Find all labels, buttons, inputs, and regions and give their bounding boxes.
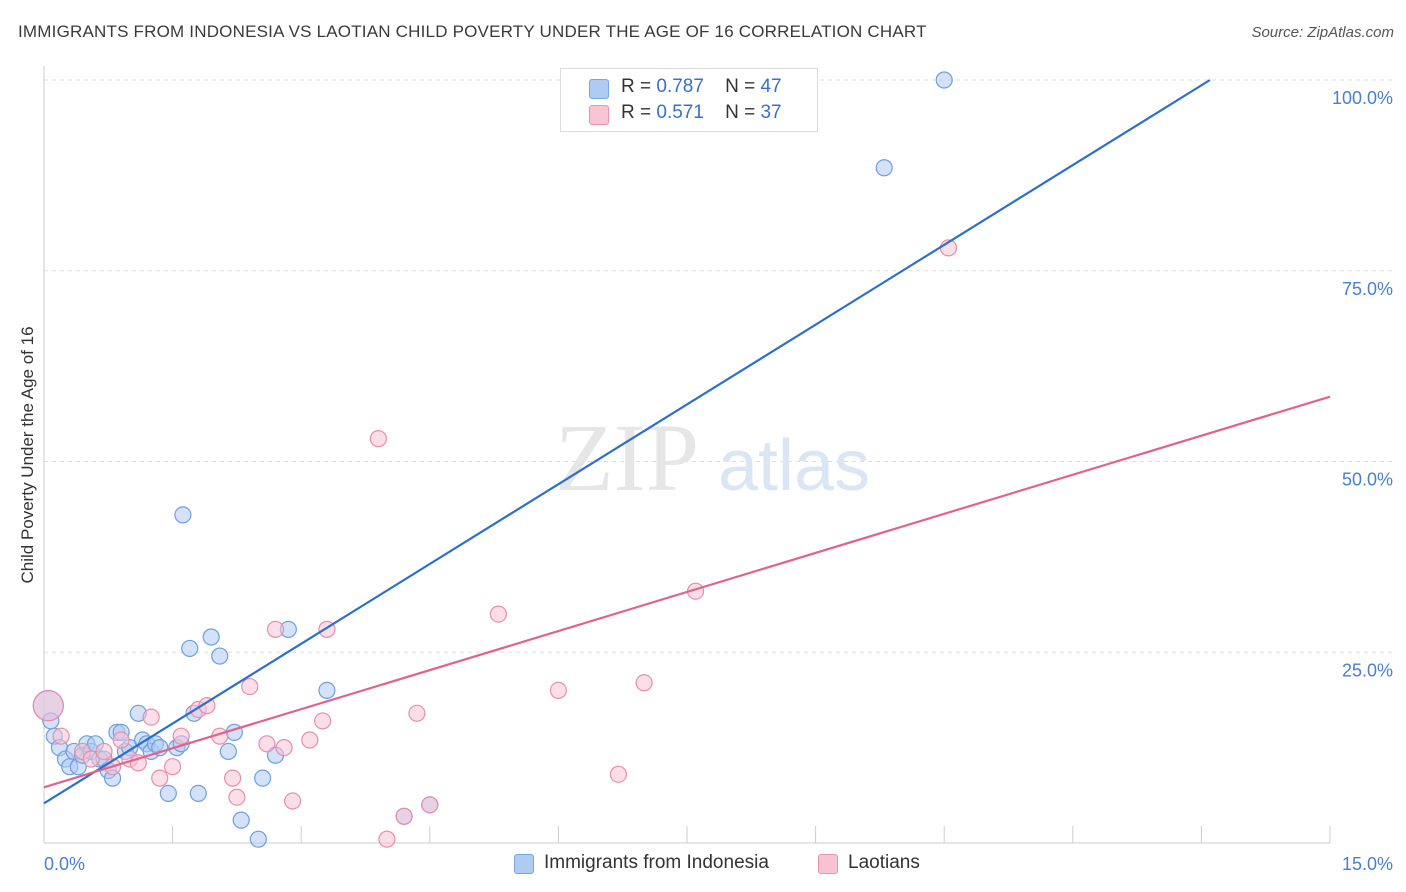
- y-tick-label: 25.0%: [1342, 660, 1393, 680]
- legend-text-indonesia: R = 0.787 N = 47: [621, 76, 782, 98]
- point-laotians: [635, 674, 653, 692]
- x-tick-label-min: 0.0%: [44, 854, 85, 874]
- point-indonesia: [174, 506, 192, 524]
- legend-r-value: 0.787: [656, 76, 704, 97]
- x-tick-label-max: 15.0%: [1342, 854, 1393, 874]
- point-indonesia: [159, 784, 177, 803]
- point-laotians: [258, 735, 276, 753]
- y-tick-label: 50.0%: [1342, 470, 1393, 490]
- point-indonesia: [189, 784, 207, 803]
- bottom-legend-swatch-indonesia: [514, 854, 534, 874]
- point-laotians: [378, 830, 396, 848]
- point-indonesia: [935, 71, 953, 89]
- stats-legend: R = 0.787 N = 47 R = 0.571 N = 37: [560, 68, 818, 132]
- point-indonesia: [875, 159, 893, 177]
- point-laotians: [266, 620, 285, 638]
- point-indonesia: [219, 742, 237, 761]
- legend-n-label: N =: [725, 76, 756, 97]
- watermark-atlas: atlas: [718, 426, 870, 506]
- legend-text-laotians: R = 0.571 N = 37: [621, 102, 782, 124]
- y-tick-label: 100.0%: [1332, 88, 1393, 108]
- point-laotians: [151, 769, 169, 787]
- legend-swatch-laotians: [589, 105, 609, 125]
- bottom-legend-swatch-laotians: [818, 854, 838, 874]
- point-laotians: [112, 731, 130, 749]
- point-laotians: [421, 796, 439, 814]
- legend-n-value: 37: [760, 102, 782, 123]
- point-indonesia: [254, 769, 272, 787]
- watermark: ZIP atlas: [555, 404, 870, 511]
- bottom-legend-label-indonesia: Immigrants from Indonesia: [544, 852, 769, 873]
- y-tick-label: 75.0%: [1342, 279, 1393, 299]
- point-laotians: [275, 739, 293, 757]
- point-laotians: [284, 792, 302, 810]
- point-laotians: [228, 788, 246, 806]
- point-laotians: [241, 677, 259, 696]
- point-laotians: [172, 727, 190, 745]
- trend-line-indonesia: [43, 79, 1211, 805]
- data-points: [32, 71, 958, 848]
- legend-r-label: R =: [621, 76, 652, 97]
- trend-lines: [43, 79, 1331, 805]
- gridlines: [44, 79, 1395, 653]
- trend-line-laotians: [43, 395, 1331, 789]
- point-laotians: [301, 731, 319, 749]
- point-laotians: [164, 758, 182, 776]
- point-indonesia: [211, 647, 229, 665]
- point-laotians: [609, 765, 628, 783]
- point-laotians: [489, 605, 507, 623]
- source-credit: Source: ZipAtlas.com: [1251, 24, 1394, 41]
- legend-swatch-indonesia: [589, 79, 609, 99]
- point-indonesia: [181, 639, 199, 658]
- tick-labels: 100.0% 75.0% 50.0% 25.0% 0.0% 15.0%: [44, 88, 1393, 874]
- point-indonesia: [232, 811, 250, 829]
- legend-n-label: N =: [725, 102, 756, 123]
- point-laotians: [369, 430, 387, 448]
- point-laotians: [224, 769, 242, 787]
- point-laotians: [395, 807, 413, 825]
- watermark-zip: ZIP: [555, 404, 699, 511]
- point-laotians: [82, 750, 100, 768]
- point-indonesia: [249, 830, 267, 848]
- point-laotians: [198, 697, 216, 715]
- point-laotians: [142, 708, 160, 726]
- point-laotians: [52, 727, 70, 745]
- point-indonesia: [318, 681, 336, 700]
- bottom-legend-label-laotians: Laotians: [848, 852, 920, 873]
- point-laotians: [314, 712, 332, 730]
- point-laotians: [95, 742, 113, 761]
- point-laotians: [408, 704, 426, 722]
- point-indonesia: [202, 628, 220, 646]
- point-laotians: [549, 681, 568, 700]
- legend-n-value: 47: [760, 76, 782, 97]
- legend-r-label: R =: [621, 102, 652, 123]
- legend-r-value: 0.571: [656, 102, 704, 123]
- chart-title: IMMIGRANTS FROM INDONESIA VS LAOTIAN CHI…: [18, 22, 927, 41]
- point-laotians: [32, 690, 64, 722]
